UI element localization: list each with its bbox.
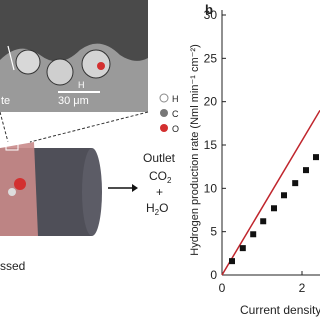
sem-particle <box>46 58 74 86</box>
data-point <box>250 231 257 238</box>
scale-bar-label: 30 μm <box>58 95 89 107</box>
zoom-box <box>5 141 19 151</box>
molecule <box>14 178 26 190</box>
sem-particle <box>15 49 41 75</box>
panel-label: b <box>205 2 213 17</box>
data-point <box>303 167 309 174</box>
y-tick-label: 0 <box>210 268 217 282</box>
species: H <box>146 201 155 215</box>
arrow-head <box>132 184 138 192</box>
data-point <box>239 245 246 252</box>
sem-particle <box>81 49 111 79</box>
data-point <box>292 180 299 187</box>
data-point <box>229 258 235 265</box>
sem-atom <box>97 62 105 70</box>
inset-atom: H <box>78 80 85 90</box>
outlet-label: Outlet <box>143 151 176 165</box>
zoom-line <box>29 111 149 143</box>
x-tick-label: 0 <box>219 281 226 295</box>
subscript: 2 <box>167 176 172 185</box>
fit-line <box>221 109 320 276</box>
y-tick-label: 5 <box>210 225 217 239</box>
y-tick-label: 25 <box>204 51 218 65</box>
legend-label: O <box>172 124 179 134</box>
data-point <box>271 205 277 212</box>
molecule <box>8 188 16 196</box>
legend-dot <box>160 109 168 117</box>
legend-label: H <box>172 94 179 104</box>
species: O <box>159 201 168 215</box>
species: CO <box>149 169 167 183</box>
subscript: 2 <box>155 208 160 217</box>
legend-dot <box>159 93 169 103</box>
x-axis-label: Current density <box>240 303 320 317</box>
outlet-species: CO2 <box>149 169 172 185</box>
caption-fragment: ssed <box>0 259 25 273</box>
y-tick-label: 30 <box>204 8 218 22</box>
cylinder-end <box>82 148 102 236</box>
legend-label: C <box>172 109 179 119</box>
y-tick-label: 20 <box>204 95 218 109</box>
outlet-species: + <box>156 185 163 199</box>
zoom-line <box>0 111 9 143</box>
arrow <box>7 45 15 71</box>
data-point <box>281 192 287 199</box>
sem-label: te <box>1 95 10 107</box>
y-tick-label: 15 <box>204 138 218 152</box>
y-tick-label: 10 <box>204 181 218 195</box>
x-tick-label: 2 <box>299 281 306 295</box>
data-point <box>260 218 267 225</box>
y-axis-label: Hydrogen production rate (Nml min⁻¹ cm⁻²… <box>189 44 201 256</box>
data-point <box>313 154 319 161</box>
outlet-species: H2O <box>146 201 168 217</box>
legend-dot <box>160 124 168 132</box>
plot: 0 5 10 15 20 25 30 0 2 <box>204 8 320 295</box>
